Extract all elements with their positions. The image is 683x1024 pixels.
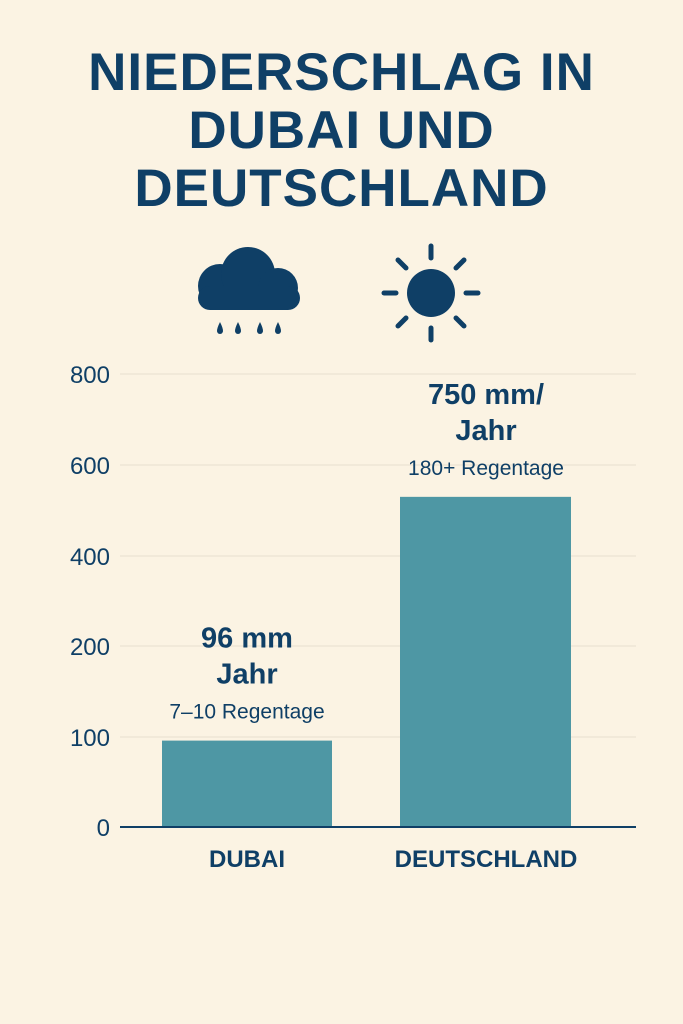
rain-days-label: 180+ Regentage: [408, 457, 564, 480]
y-tick-label: 600: [70, 453, 110, 480]
y-tick-label: 800: [70, 362, 110, 389]
bar-deutschland: [400, 496, 571, 827]
y-tick-label: 100: [70, 725, 110, 752]
bar-dubai: [162, 740, 332, 827]
y-tick-label: 400: [70, 544, 110, 571]
sun-icon: [381, 243, 481, 343]
value-label: Jahr: [455, 415, 516, 447]
rain-days-label: 7–10 Regentage: [169, 701, 324, 724]
value-label: 96 mm: [201, 623, 293, 655]
title-line-2: DUBAI UND: [188, 101, 495, 160]
x-category-label: DUBAI: [209, 846, 285, 873]
value-label: 750 mm/: [428, 379, 544, 411]
title-line-1: NIEDERSCHLAG IN: [88, 43, 595, 102]
y-tick-label: 200: [70, 634, 110, 661]
value-label: Jahr: [216, 659, 277, 691]
x-category-label: DEUTSCHLAND: [395, 846, 578, 873]
cloud-rain-icon: [198, 247, 300, 334]
page-title: NIEDERSCHLAG IN DUBAI UND DEUTSCHLAND: [0, 44, 683, 218]
title-line-3: DEUTSCHLAND: [134, 159, 549, 218]
y-tick-label: 0: [97, 815, 110, 842]
